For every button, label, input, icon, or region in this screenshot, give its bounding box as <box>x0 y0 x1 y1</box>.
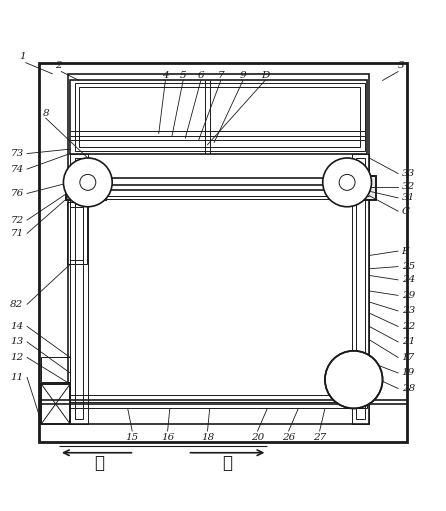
Bar <box>336 176 376 200</box>
Text: 15: 15 <box>125 433 139 442</box>
Text: 82: 82 <box>10 300 24 309</box>
Text: 26: 26 <box>282 433 295 442</box>
Text: C: C <box>401 206 409 216</box>
Bar <box>70 207 83 260</box>
Text: 13: 13 <box>10 337 24 346</box>
Circle shape <box>323 158 372 207</box>
Text: D: D <box>261 72 269 80</box>
Bar <box>39 63 407 442</box>
Bar <box>41 357 70 382</box>
Text: 11: 11 <box>10 373 24 382</box>
Text: 22: 22 <box>401 322 415 331</box>
Text: 20: 20 <box>251 433 264 442</box>
Text: 72: 72 <box>10 216 24 224</box>
Text: 32: 32 <box>401 182 415 191</box>
Bar <box>70 402 367 408</box>
Text: 14: 14 <box>10 322 24 331</box>
Text: 73: 73 <box>10 149 24 158</box>
Text: 前: 前 <box>223 454 232 472</box>
Text: E: E <box>401 247 409 256</box>
Text: 7: 7 <box>218 72 224 80</box>
Text: 后: 后 <box>94 454 104 472</box>
Bar <box>66 176 106 200</box>
Text: 19: 19 <box>401 368 415 378</box>
Text: 6: 6 <box>198 72 204 80</box>
Text: 21: 21 <box>401 337 415 346</box>
Text: 8: 8 <box>42 109 49 118</box>
Text: 33: 33 <box>401 169 415 178</box>
Text: 31: 31 <box>401 193 415 202</box>
Bar <box>346 382 364 400</box>
Text: 18: 18 <box>201 433 214 442</box>
Text: 71: 71 <box>10 229 24 238</box>
Text: 12: 12 <box>10 353 24 362</box>
Text: 17: 17 <box>401 353 415 362</box>
Text: 29: 29 <box>401 291 415 300</box>
Circle shape <box>325 351 383 408</box>
Text: 1: 1 <box>19 52 26 61</box>
Text: 25: 25 <box>401 262 415 271</box>
Bar <box>343 368 367 391</box>
Bar <box>356 158 365 420</box>
Bar <box>68 74 369 424</box>
Text: 27: 27 <box>313 433 326 442</box>
Text: 16: 16 <box>161 433 174 442</box>
Text: 5: 5 <box>180 72 186 80</box>
Text: 23: 23 <box>401 307 415 315</box>
Bar <box>41 384 70 424</box>
Text: 76: 76 <box>10 189 24 198</box>
Bar <box>70 80 367 154</box>
Text: 2: 2 <box>55 61 62 70</box>
Bar <box>67 202 87 264</box>
Text: 4: 4 <box>162 72 169 80</box>
Bar <box>74 158 83 420</box>
Bar <box>336 176 376 200</box>
Bar <box>66 176 106 200</box>
Text: 3: 3 <box>398 61 405 70</box>
Text: 74: 74 <box>10 165 24 174</box>
Bar <box>79 87 360 147</box>
Circle shape <box>63 158 112 207</box>
Text: 24: 24 <box>401 275 415 285</box>
Text: 28: 28 <box>401 384 415 393</box>
Bar <box>353 373 359 408</box>
Bar <box>351 154 369 424</box>
Bar <box>41 384 70 424</box>
Bar <box>74 83 365 151</box>
Bar <box>70 154 88 424</box>
Text: 9: 9 <box>240 72 246 80</box>
